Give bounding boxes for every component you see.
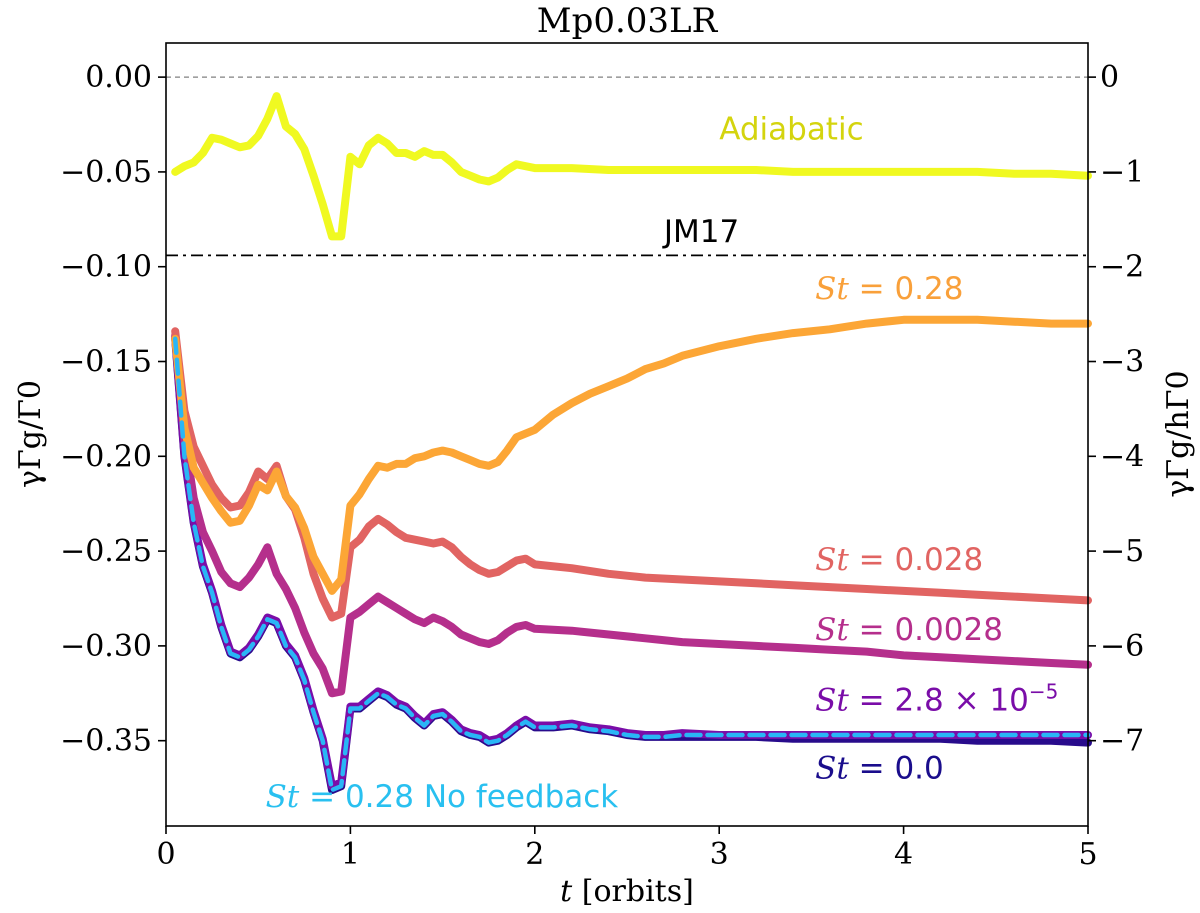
x-tick-label: 1 [341,837,360,872]
y-tick-label: 0.00 [85,60,152,95]
x-tick-label: 5 [1078,837,1097,872]
y-axis-left: 0.00 −0.05 −0.10 −0.15 −0.20 −0.25 −0.30 −0.35 [60,60,166,759]
series-st-0-0028 [171,331,1092,698]
y2-tick-label: −6 [1100,629,1144,664]
series-st-0-28-no-feedback [172,336,1091,793]
y-tick-label: −0.25 [60,534,152,569]
plot-area [166,76,1092,794]
series-adiabatic [171,92,1092,241]
y-axis-right: 0 −1 −2 −3 −4 −5 −6 −7 [1088,60,1144,759]
y2-tick-label: 0 [1100,60,1119,95]
annotations: Adiabatic JM17 St = 0.28 St = 0.028 St = 0.0… [266,112,1059,815]
label-st0028: St = 0.028 [815,542,983,578]
label-jm17: JM17 [662,214,739,250]
label-adiabatic: Adiabatic [719,112,863,148]
label-st28e5: St = 2.8 × 10−5 [815,679,1058,718]
y2-tick-label: −2 [1100,250,1144,285]
x-tick-label: 3 [710,837,729,872]
y-axis-left-title: γΓg/Γ0 [13,380,48,488]
label-st028-nofb: St = 0.28 No feedback [266,779,619,815]
y2-tick-label: −7 [1100,724,1144,759]
y-tick-label: −0.15 [60,345,152,380]
y2-tick-label: −1 [1100,155,1144,190]
label-st00: St = 0.0 [815,751,944,787]
y-tick-label: −0.20 [60,439,152,474]
series-st-0-028 [171,327,1092,622]
y2-tick-label: −3 [1100,345,1144,380]
series-st-0-28 [171,315,1092,595]
y2-tick-label: −5 [1100,534,1144,569]
y-tick-label: −0.35 [60,724,152,759]
label-st028: St = 0.28 [815,271,963,307]
x-tick-label: 2 [525,837,544,872]
y-axis-right-title: γΓg/hΓ0 [1161,370,1196,497]
y-tick-label: −0.10 [60,250,152,285]
y-tick-label: −0.30 [60,629,152,664]
plot-frame [165,42,1089,827]
y-tick-label: −0.05 [60,155,152,190]
y2-tick-label: −4 [1100,439,1144,474]
x-tick-label: 4 [894,837,913,872]
x-axis-title: t [orbits] [560,874,694,909]
x-tick-label: 0 [156,837,175,872]
x-axis: 0 1 2 3 4 5 [156,826,1098,872]
chart-title: Mp0.03LR [537,1,719,41]
label-st00028: St = 0.0028 [815,612,1003,648]
